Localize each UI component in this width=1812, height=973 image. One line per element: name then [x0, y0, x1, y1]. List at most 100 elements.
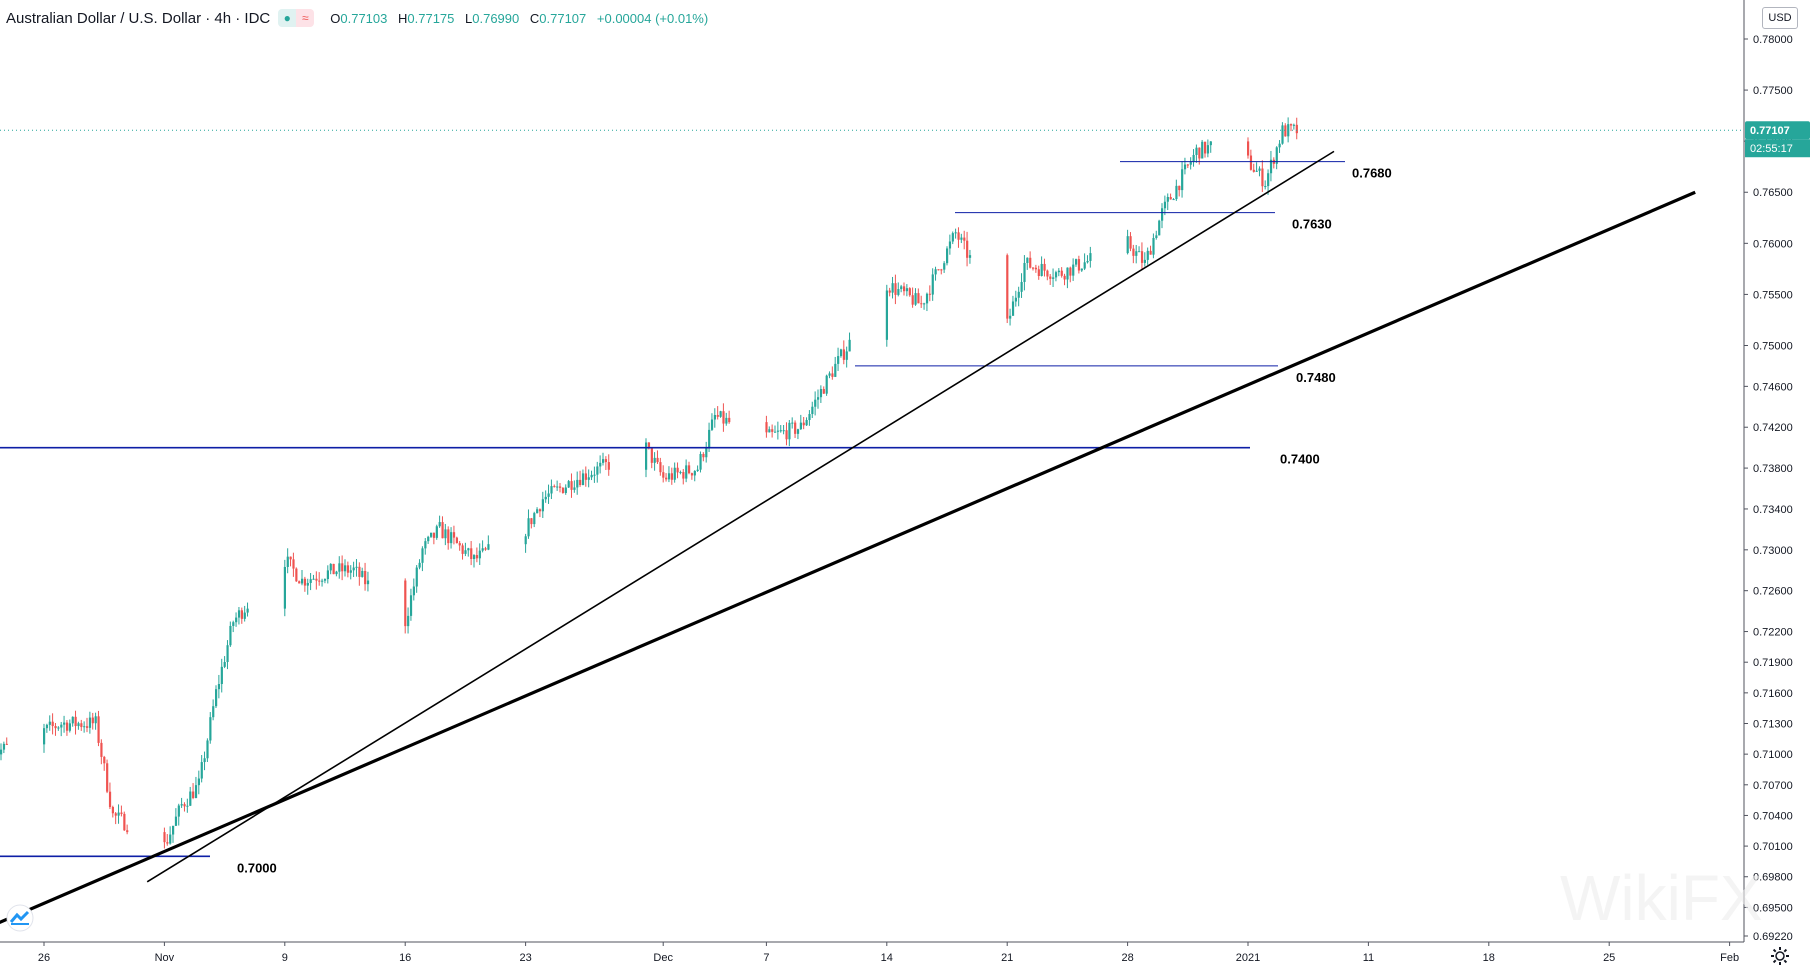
candle-body	[802, 422, 805, 426]
candle-body	[366, 580, 370, 585]
candle-body	[1069, 267, 1072, 276]
candle-body	[226, 645, 229, 663]
y-tick-label: 0.73400	[1753, 504, 1793, 516]
candle-body	[1072, 264, 1075, 276]
y-tick-label: 0.75000	[1753, 340, 1793, 352]
candle-body	[106, 763, 109, 792]
candle-body	[719, 411, 722, 417]
candle-body	[914, 293, 917, 305]
candle-body	[1046, 270, 1049, 277]
candle-body	[1163, 201, 1167, 209]
candle-body	[1290, 124, 1293, 126]
candle-body	[318, 580, 321, 582]
candle-body	[728, 417, 731, 423]
candle-body	[163, 832, 166, 843]
y-tick-label: 0.72200	[1753, 627, 1793, 639]
candle-body	[412, 586, 415, 596]
candle-body	[845, 351, 848, 360]
candle-body	[206, 740, 209, 759]
candle-body	[1026, 257, 1029, 263]
candle-body	[917, 293, 920, 304]
candle-body	[1267, 173, 1270, 187]
candle-body	[934, 269, 937, 275]
indicator-pill[interactable]: ● ≈	[278, 9, 315, 27]
candle-body	[1261, 168, 1264, 187]
x-tick-label: 11	[1363, 952, 1374, 964]
candle-body	[931, 274, 934, 295]
candle-body	[481, 548, 484, 551]
candle-body	[940, 269, 943, 271]
wave-icon[interactable]: ≈	[296, 9, 315, 27]
candle-body	[561, 487, 565, 493]
candle-body	[1143, 259, 1146, 263]
symbol-title[interactable]: Australian Dollar / U.S. Dollar · 4h · I…	[6, 9, 271, 27]
candle-body	[587, 477, 590, 480]
candle-body	[298, 581, 301, 584]
candle-body	[1269, 159, 1273, 174]
candle-body	[361, 571, 364, 577]
y-tick-label: 0.76500	[1753, 187, 1793, 199]
candle-body	[541, 499, 544, 512]
candle-body	[550, 486, 553, 494]
candle-body	[1252, 169, 1255, 172]
candle-body	[966, 240, 969, 258]
settings-gear-icon[interactable]	[1770, 946, 1790, 966]
currency-button[interactable]: USD	[1762, 7, 1798, 29]
candle-body	[607, 462, 610, 470]
candle-body	[923, 303, 926, 305]
candle-body	[647, 442, 651, 448]
candle-body	[1275, 147, 1278, 164]
candle-body	[1017, 291, 1020, 298]
candle-body	[1186, 164, 1189, 166]
candle-body	[209, 717, 212, 741]
candle-body	[817, 397, 820, 400]
candle-body	[418, 562, 421, 568]
x-tick-label: 9	[282, 952, 288, 964]
candle-body	[782, 430, 785, 432]
candle-body	[903, 286, 906, 292]
last-price-tag	[1745, 121, 1810, 140]
candle-body	[1086, 260, 1089, 263]
dot-icon[interactable]: ●	[278, 9, 297, 27]
candle-body	[900, 286, 903, 290]
candle-body	[1006, 255, 1009, 319]
candle-body	[240, 610, 243, 619]
y-tick-label: 0.71600	[1753, 688, 1793, 700]
candle-body	[1075, 259, 1078, 265]
candle-body	[722, 411, 725, 424]
candle-body	[559, 486, 562, 488]
candle-body	[1037, 269, 1040, 276]
candle-body	[51, 721, 54, 727]
candle-body	[103, 756, 106, 764]
candle-body	[83, 726, 86, 728]
candle-body	[708, 429, 711, 448]
candle-body	[94, 716, 97, 724]
tradingview-logo-icon[interactable]	[6, 904, 34, 932]
candle-body	[1126, 236, 1129, 254]
trendline-shallow	[0, 190, 1696, 924]
candle-body	[432, 532, 436, 538]
candle-body	[665, 477, 668, 480]
y-tick-label: 0.78000	[1753, 34, 1793, 46]
candle-body	[645, 442, 648, 470]
candle-body	[894, 283, 897, 295]
candle-body	[567, 481, 570, 488]
candle-body	[1155, 235, 1158, 238]
candle-body	[335, 571, 338, 575]
candle-body	[799, 422, 802, 430]
candle-body	[576, 479, 579, 488]
candle-body	[925, 293, 929, 304]
x-tick-label: 26	[38, 952, 50, 964]
candle-body	[126, 830, 129, 833]
y-tick-label: 0.77500	[1753, 85, 1793, 97]
level-label-0.7680: 0.7680	[1352, 166, 1392, 181]
candle-body	[364, 571, 367, 585]
candle-body	[948, 241, 952, 249]
candle-body	[192, 791, 195, 798]
candle-body	[458, 543, 461, 546]
candle-body	[1146, 250, 1149, 260]
candle-body	[650, 447, 653, 463]
candle-body	[685, 465, 688, 479]
candle-body	[452, 532, 456, 538]
